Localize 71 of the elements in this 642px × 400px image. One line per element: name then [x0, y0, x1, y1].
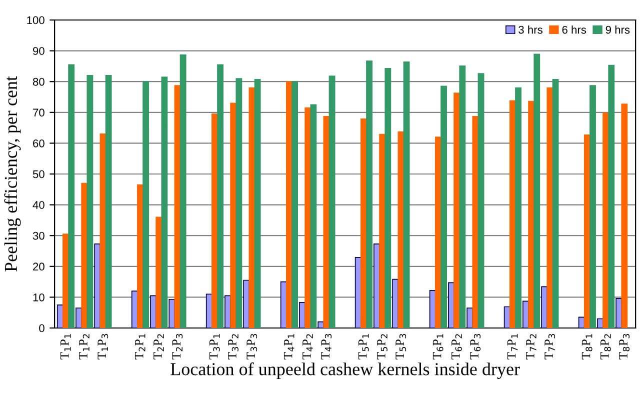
bar — [236, 78, 242, 328]
bar — [68, 64, 75, 328]
bar — [459, 65, 466, 328]
y-tick-label: 70 — [33, 108, 44, 117]
x-tick-label: T$_{3}$P$_{1}$ — [209, 334, 220, 360]
bar — [552, 79, 559, 328]
bar — [323, 116, 330, 328]
x-tick-label: T$_{6}$P$_{3}$ — [470, 334, 481, 360]
y-tick-label: 100 — [27, 16, 44, 24]
x-tick-label: T$_{2}$P$_{3}$ — [172, 334, 183, 360]
x-tick-label: T$_{8}$P$_{2}$ — [600, 334, 611, 360]
bar — [142, 81, 150, 328]
bar — [398, 131, 404, 328]
bar — [608, 64, 615, 328]
y-tick-label: 20 — [33, 262, 44, 271]
y-tick-label: 50 — [32, 170, 44, 178]
x-tick-label: T$_{7}$P$_{2}$ — [526, 334, 536, 360]
y-tick-label: 80 — [32, 78, 44, 86]
x-tick-label: T$_{1}$P$_{2}$ — [79, 334, 90, 360]
x-tick-label: T$_{4}$P$_{2}$ — [302, 334, 313, 360]
x-tick-label: T$_{2}$P$_{2}$ — [154, 334, 164, 360]
bar — [328, 76, 336, 328]
bar — [534, 54, 540, 328]
x-tick-label: T$_{5}$P$_{1}$ — [358, 334, 369, 360]
y-tick-label: 90 — [33, 47, 44, 55]
x-tick-label: T$_{7}$P$_{1}$ — [507, 334, 518, 360]
bar — [292, 81, 298, 328]
bar — [217, 64, 224, 328]
bar — [168, 298, 176, 328]
bar — [590, 85, 596, 328]
bar — [94, 243, 101, 328]
y-tick-label: 60 — [33, 139, 44, 148]
bar — [243, 280, 250, 328]
x-tick-label: T$_{2}$P$_{1}$ — [134, 334, 146, 360]
y-axis-title: Peeling efficiency, per cent — [4, 76, 21, 272]
y-tick-label: 30 — [32, 232, 44, 240]
bar — [86, 75, 94, 328]
x-tick-label: T$_{3}$P$_{3}$ — [246, 334, 258, 360]
x-tick-label: T$_{4}$P$_{3}$ — [321, 334, 332, 360]
legend-label: 6 hrs — [562, 26, 586, 34]
bar — [546, 87, 554, 328]
bar — [515, 87, 522, 328]
x-tick-label: T$_{7}$P$_{3}$ — [544, 334, 556, 360]
x-tick-label: T$_{8}$P$_{1}$ — [582, 334, 592, 360]
legend-label: 3 hrs — [518, 26, 542, 34]
y-tick-label: 40 — [32, 201, 44, 209]
x-tick-label: T$_{4}$P$_{1}$ — [284, 334, 294, 360]
x-tick-label: T$_{5}$P$_{3}$ — [396, 334, 406, 360]
bar — [310, 104, 317, 328]
bar — [478, 73, 484, 328]
bar — [366, 60, 372, 328]
bar — [384, 68, 392, 328]
bar — [161, 76, 168, 328]
x-axis-title: Location of unpeeld cashew kernels inside dryer — [170, 362, 520, 379]
y-tick-label: 0 — [39, 324, 44, 332]
x-tick-label: T$_{1}$P$_{3}$ — [98, 334, 108, 360]
bar — [105, 75, 112, 328]
y-tick-label: 10 — [33, 293, 44, 302]
x-tick-label: T$_{1}$P$_{1}$ — [60, 334, 71, 360]
x-tick-label: T$_{6}$P$_{2}$ — [452, 334, 462, 360]
legend-label: 9 hrs — [606, 26, 630, 34]
x-tick-label: T$_{8}$P$_{3}$ — [619, 334, 630, 360]
x-tick-label: T$_{3}$P$_{2}$ — [228, 334, 238, 360]
x-tick-label: T$_{6}$P$_{1}$ — [432, 334, 444, 360]
bar — [254, 79, 261, 328]
bar — [180, 54, 186, 328]
bar — [440, 86, 447, 328]
bar — [472, 116, 479, 328]
bar — [403, 61, 410, 328]
bar — [621, 104, 628, 328]
x-tick-label: T$_{5}$P$_{2}$ — [377, 334, 388, 360]
